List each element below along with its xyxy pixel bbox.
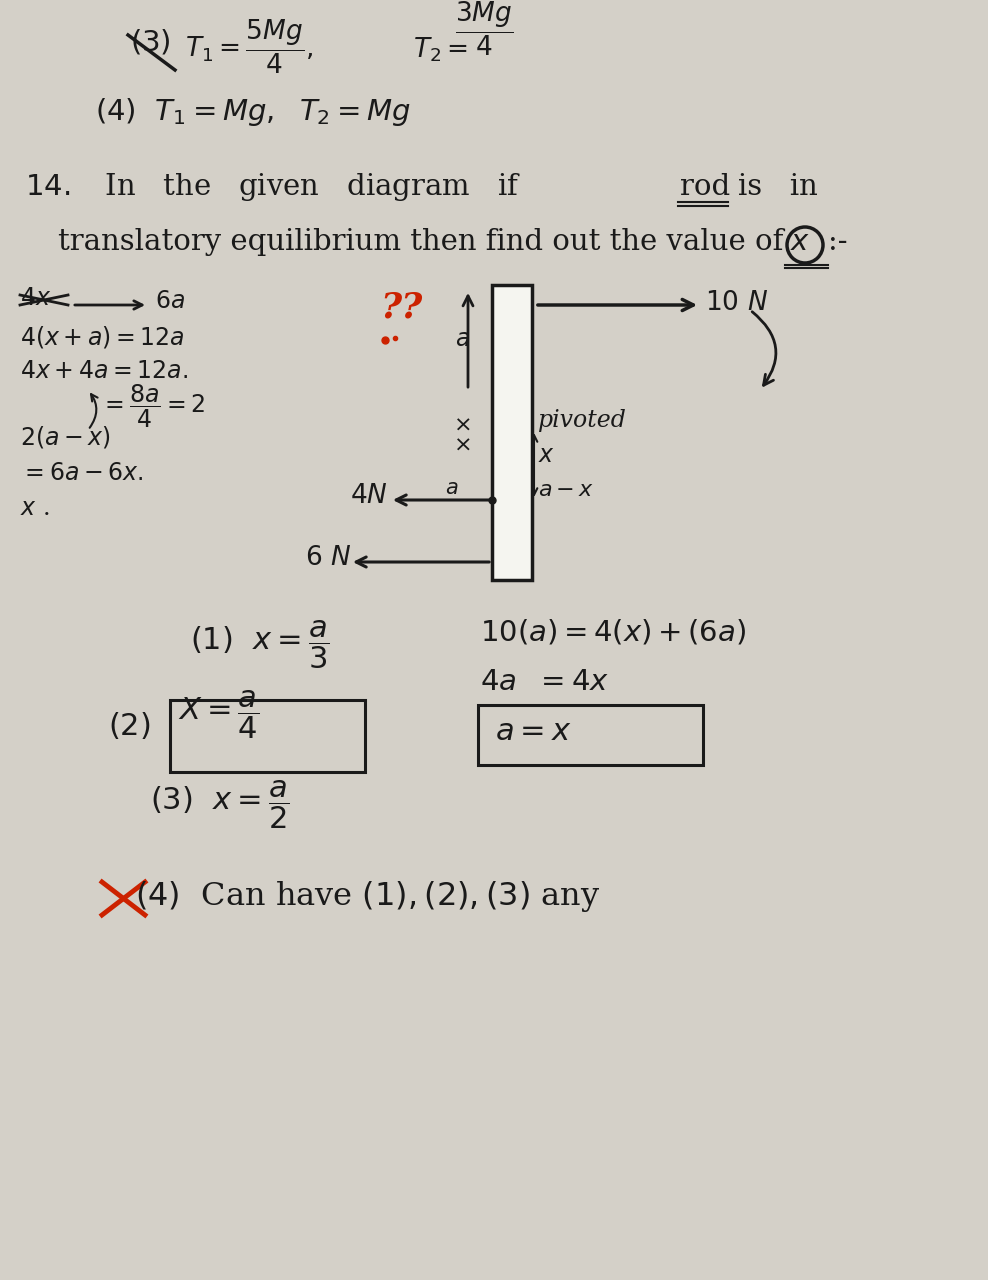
Text: $4x$: $4x$ — [20, 287, 51, 310]
Text: $(4)$  $T_1 = Mg,$  $T_2 = Mg$: $(4)$ $T_1 = Mg,$ $T_2 = Mg$ — [95, 96, 411, 128]
Text: $4N$: $4N$ — [350, 483, 388, 508]
Text: :-: :- — [828, 228, 848, 256]
Text: $(2)$: $(2)$ — [108, 710, 150, 742]
Circle shape — [504, 422, 520, 438]
Text: $6\ N$: $6\ N$ — [305, 545, 352, 570]
Text: $a$: $a$ — [455, 329, 470, 352]
Text: pivoted: pivoted — [538, 408, 626, 431]
Text: $a-x$: $a-x$ — [538, 479, 595, 500]
Text: $2(a-x)$: $2(a-x)$ — [20, 425, 111, 451]
Text: $14.$   In   the   given   diagram   if: $14.$ In the given diagram if — [25, 172, 521, 204]
Text: $\times$: $\times$ — [453, 413, 470, 436]
Text: $4a \ \ = 4x$: $4a \ \ = 4x$ — [480, 668, 609, 696]
Text: $x$ .: $x$ . — [20, 497, 49, 520]
Text: $a$: $a$ — [445, 479, 458, 498]
Text: $T_2 = $: $T_2 = $ — [413, 36, 468, 64]
Bar — [492, 285, 532, 580]
Text: $(1)$  $x = \dfrac{a}{3}$: $(1)$ $x = \dfrac{a}{3}$ — [190, 618, 329, 671]
Text: $T_1 = \dfrac{5Mg}{4},$: $T_1 = \dfrac{5Mg}{4},$ — [185, 18, 313, 77]
Text: $(4)$  Can have $(1), (2), (3)$ any: $(4)$ Can have $(1), (2), (3)$ any — [135, 879, 601, 914]
Text: $\dfrac{3Mg}{4}$: $\dfrac{3Mg}{4}$ — [455, 0, 514, 59]
Text: translatory equilibrium then find out the value of: translatory equilibrium then find out th… — [58, 228, 783, 256]
Text: is   in: is in — [738, 173, 818, 201]
Text: $X = \dfrac{a}{4}$: $X = \dfrac{a}{4}$ — [178, 689, 259, 741]
Bar — [478, 705, 703, 765]
Text: $\times$: $\times$ — [453, 434, 470, 456]
Text: $x$: $x$ — [538, 443, 555, 466]
Text: ??: ?? — [380, 291, 422, 325]
Text: $10\ N$: $10\ N$ — [705, 291, 768, 315]
Text: $4(x+a) = 12a$: $4(x+a) = 12a$ — [20, 325, 185, 351]
Text: $10(a) = 4(x) + (6a)$: $10(a) = 4(x) + (6a)$ — [480, 617, 746, 646]
Text: rod: rod — [680, 173, 730, 201]
Text: $= \dfrac{8a}{4} = 2$: $= \dfrac{8a}{4} = 2$ — [100, 383, 206, 430]
Text: $(3)$  $x = \dfrac{a}{2}$: $(3)$ $x = \dfrac{a}{2}$ — [150, 778, 289, 831]
Text: $4x+4a = 12a.$: $4x+4a = 12a.$ — [20, 360, 188, 383]
Text: $= 6a-6x.$: $= 6a-6x.$ — [20, 462, 143, 485]
Text: $x$: $x$ — [790, 228, 810, 256]
Bar — [170, 700, 365, 772]
Text: $a = x$: $a = x$ — [495, 716, 571, 748]
Text: $(3)$: $(3)$ — [130, 27, 171, 56]
Text: $6a$: $6a$ — [155, 291, 185, 314]
